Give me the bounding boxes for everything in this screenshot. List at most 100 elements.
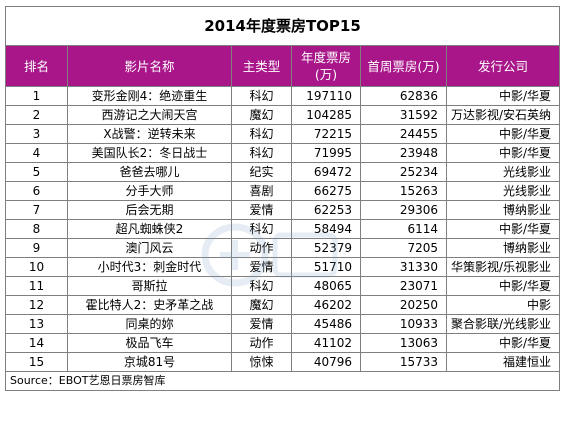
table-row: 10 小时代3：刺金时代 爱情 51710 31330 华策影视/乐视影业 — [5, 257, 561, 277]
header-annual-box-office: 年度票房 (万) — [291, 45, 361, 87]
film-name-cell: 澳门风云 — [67, 238, 232, 258]
header-row: 排名 影片名称 主类型 年度票房 (万) 首周票房(万) 发行公司 — [5, 45, 561, 87]
film-name-cell: 极品飞车 — [67, 333, 232, 353]
distributor-cell: 万达影视/安石英纳 — [445, 105, 561, 125]
box-office-table: 2014年度票房TOP15 排名 影片名称 主类型 年度票房 (万) 首周票房(… — [4, 6, 561, 391]
film-name-cell: 超凡蜘蛛侠2 — [67, 219, 232, 239]
genre-cell: 喜剧 — [231, 181, 292, 201]
rank-cell: 10 — [5, 257, 68, 277]
first-week-box-office-cell: 29306 — [360, 200, 447, 220]
genre-cell: 科幻 — [231, 143, 292, 163]
film-name-cell: X战警：逆转未来 — [67, 124, 232, 144]
distributor-cell: 华策影视/乐视影业 — [445, 257, 561, 277]
box-office-table-container: 2014年度票房TOP15 排名 影片名称 主类型 年度票房 (万) 首周票房(… — [4, 6, 561, 391]
genre-cell: 爱情 — [231, 200, 292, 220]
rank-cell: 13 — [5, 314, 68, 334]
first-week-box-office-cell: 24455 — [360, 124, 447, 144]
rank-cell: 1 — [5, 86, 68, 106]
first-week-box-office-cell: 10933 — [360, 314, 447, 334]
film-name-cell: 西游记之大闹天宫 — [67, 105, 232, 125]
distributor-cell: 中影/华夏 — [445, 124, 561, 144]
header-first-week-box-office: 首周票房(万) — [360, 45, 447, 87]
annual-box-office-cell: 48065 — [291, 276, 361, 296]
distributor-cell: 博纳影业 — [445, 238, 561, 258]
first-week-box-office-cell: 62836 — [360, 86, 447, 106]
annual-box-office-cell: 197110 — [291, 86, 361, 106]
table-row: 9 澳门风云 动作 52379 7205 博纳影业 — [5, 238, 561, 258]
distributor-cell: 中影/华夏 — [445, 219, 561, 239]
annual-box-office-cell: 40796 — [291, 352, 361, 372]
annual-box-office-cell: 72215 — [291, 124, 361, 144]
table-row: 5 爸爸去哪儿 纪实 69472 25234 光线影业 — [5, 162, 561, 182]
header-genre: 主类型 — [231, 45, 292, 87]
table-title: 2014年度票房TOP15 — [4, 6, 561, 46]
annual-box-office-cell: 62253 — [291, 200, 361, 220]
table-row: 7 后会无期 爱情 62253 29306 博纳影业 — [5, 200, 561, 220]
first-week-box-office-cell: 6114 — [360, 219, 447, 239]
annual-box-office-cell: 41102 — [291, 333, 361, 353]
annual-box-office-cell: 58494 — [291, 219, 361, 239]
first-week-box-office-cell: 31330 — [360, 257, 447, 277]
film-name-cell: 爸爸去哪儿 — [67, 162, 232, 182]
genre-cell: 动作 — [231, 333, 292, 353]
film-name-cell: 小时代3：刺金时代 — [67, 257, 232, 277]
table-row: 15 京城81号 惊悚 40796 15733 福建恒业 — [5, 352, 561, 372]
rank-cell: 7 — [5, 200, 68, 220]
film-name-cell: 后会无期 — [67, 200, 232, 220]
genre-cell: 动作 — [231, 238, 292, 258]
table-row: 14 极品飞车 动作 41102 13063 中影/华夏 — [5, 333, 561, 353]
distributor-cell: 中影/华夏 — [445, 86, 561, 106]
film-name-cell: 变形金刚4：绝迹重生 — [67, 86, 232, 106]
distributor-cell: 聚合影联/光线影业 — [445, 314, 561, 334]
genre-cell: 爱情 — [231, 314, 292, 334]
first-week-box-office-cell: 13063 — [360, 333, 447, 353]
rank-cell: 6 — [5, 181, 68, 201]
genre-cell: 科幻 — [231, 219, 292, 239]
genre-cell: 科幻 — [231, 276, 292, 296]
table-row: 13 同桌的妳 爱情 45486 10933 聚合影联/光线影业 — [5, 314, 561, 334]
rank-cell: 9 — [5, 238, 68, 258]
annual-box-office-cell: 52379 — [291, 238, 361, 258]
rank-cell: 2 — [5, 105, 68, 125]
first-week-box-office-cell: 25234 — [360, 162, 447, 182]
annual-box-office-cell: 46202 — [291, 295, 361, 315]
genre-cell: 科幻 — [231, 86, 292, 106]
film-name-cell: 霍比特人2：史矛革之战 — [67, 295, 232, 315]
rank-cell: 14 — [5, 333, 68, 353]
genre-cell: 魔幻 — [231, 295, 292, 315]
annual-box-office-cell: 69472 — [291, 162, 361, 182]
header-distributor: 发行公司 — [445, 45, 561, 87]
film-name-cell: 分手大师 — [67, 181, 232, 201]
genre-cell: 科幻 — [231, 124, 292, 144]
table-row: 8 超凡蜘蛛侠2 科幻 58494 6114 中影/华夏 — [5, 219, 561, 239]
table-row: 12 霍比特人2：史矛革之战 魔幻 46202 20250 中影 — [5, 295, 561, 315]
genre-cell: 爱情 — [231, 257, 292, 277]
distributor-cell: 中影/华夏 — [445, 276, 561, 296]
first-week-box-office-cell: 23948 — [360, 143, 447, 163]
distributor-cell: 光线影业 — [445, 181, 561, 201]
annual-box-office-cell: 104285 — [291, 105, 361, 125]
header-film-name: 影片名称 — [67, 45, 232, 87]
rank-cell: 12 — [5, 295, 68, 315]
distributor-cell: 光线影业 — [445, 162, 561, 182]
first-week-box-office-cell: 7205 — [360, 238, 447, 258]
first-week-box-office-cell: 15263 — [360, 181, 447, 201]
table-row: 1 变形金刚4：绝迹重生 科幻 197110 62836 中影/华夏 — [5, 86, 561, 106]
genre-cell: 魔幻 — [231, 105, 292, 125]
annual-box-office-cell: 71995 — [291, 143, 361, 163]
rank-cell: 4 — [5, 143, 68, 163]
film-name-cell: 同桌的妳 — [67, 314, 232, 334]
film-name-cell: 哥斯拉 — [67, 276, 232, 296]
distributor-cell: 中影 — [445, 295, 561, 315]
genre-cell: 纪实 — [231, 162, 292, 182]
film-name-cell: 京城81号 — [67, 352, 232, 372]
annual-box-office-cell: 51710 — [291, 257, 361, 277]
rank-cell: 8 — [5, 219, 68, 239]
source-note: Source：EBOT艺恩日票房智库 — [4, 371, 561, 391]
table-body: 1 变形金刚4：绝迹重生 科幻 197110 62836 中影/华夏 2 西游记之大闹天宫 魔幻… — [5, 86, 561, 372]
table-row: 4 美国队长2：冬日战士 科幻 71995 23948 中影/华夏 — [5, 143, 561, 163]
rank-cell: 11 — [5, 276, 68, 296]
distributor-cell: 中影/华夏 — [445, 333, 561, 353]
annual-box-office-cell: 45486 — [291, 314, 361, 334]
table-row: 2 西游记之大闹天宫 魔幻 104285 31592 万达影视/安石英纳 — [5, 105, 561, 125]
